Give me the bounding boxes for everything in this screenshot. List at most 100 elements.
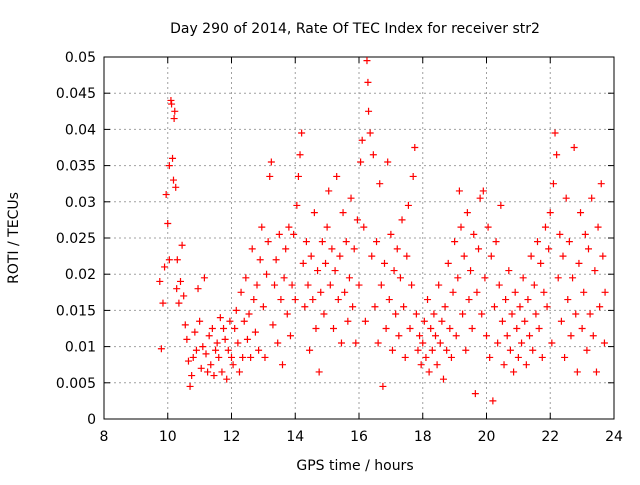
data-point (235, 368, 243, 376)
data-point (377, 281, 385, 289)
data-point (585, 245, 592, 253)
data-point (580, 288, 588, 296)
data-point (283, 310, 291, 318)
data-point (551, 129, 559, 137)
data-point (318, 238, 326, 246)
data-point (224, 346, 232, 354)
data-point (267, 158, 275, 166)
data-point (334, 296, 342, 304)
data-point (596, 303, 604, 311)
data-point (487, 252, 495, 260)
data-point (406, 325, 414, 332)
data-point (385, 296, 393, 304)
data-point (245, 310, 253, 318)
data-point (441, 303, 449, 311)
data-point (449, 288, 457, 296)
data-point (255, 346, 263, 354)
data-point (234, 339, 242, 347)
data-point (229, 361, 237, 369)
y-tick-label: 0.015 (56, 303, 96, 319)
data-point (460, 252, 468, 260)
data-point (167, 96, 175, 104)
data-point (457, 223, 465, 231)
data-point (510, 368, 518, 376)
data-point (541, 223, 549, 231)
data-point (438, 317, 446, 325)
data-point (420, 317, 428, 325)
data-point (323, 223, 331, 231)
data-point (353, 216, 361, 224)
data-point (500, 361, 508, 369)
data-point (427, 325, 435, 332)
data-point (202, 350, 210, 358)
data-point (352, 339, 360, 347)
data-point (173, 256, 181, 264)
data-point (159, 299, 167, 307)
data-point (490, 303, 498, 311)
data-point (549, 180, 557, 188)
data-point (479, 187, 487, 195)
data-point (484, 223, 492, 231)
data-point (446, 325, 454, 332)
data-point (231, 325, 239, 332)
data-point (483, 332, 490, 340)
data-point (344, 317, 352, 325)
data-point (304, 281, 312, 289)
data-point (165, 162, 173, 170)
data-point (184, 357, 192, 365)
data-point (451, 238, 459, 246)
data-point (436, 339, 444, 347)
data-point (221, 335, 229, 343)
x-tick-label: 12 (223, 429, 241, 445)
data-point (296, 151, 304, 159)
data-point (320, 310, 328, 318)
data-point (545, 245, 553, 253)
data-point (481, 274, 489, 282)
data-point (314, 267, 322, 275)
data-point (162, 191, 170, 199)
data-point (328, 245, 336, 253)
y-tick-label: 0.04 (65, 122, 96, 138)
data-point (208, 325, 216, 332)
data-point (403, 252, 411, 260)
data-point (387, 230, 395, 238)
data-point (557, 317, 565, 325)
data-point (439, 375, 447, 383)
data-point (243, 335, 251, 343)
data-point (242, 274, 250, 282)
data-point (395, 332, 403, 340)
data-point (409, 172, 417, 180)
y-tick-label: 0.02 (65, 267, 96, 283)
data-point (161, 263, 169, 271)
data-point (498, 317, 506, 325)
data-point (514, 353, 522, 361)
data-point (470, 230, 478, 238)
data-point (591, 267, 599, 275)
data-point (200, 274, 208, 282)
data-point (476, 194, 484, 202)
data-point (253, 281, 261, 289)
axis-ticks: 8 10 12 14 16 18 20 22 24 0 0.005 0.01 0.015 0.02 0.02… (56, 50, 623, 445)
y-tick-label: 0.025 (56, 231, 96, 247)
data-point (218, 368, 226, 376)
data-point (306, 346, 314, 354)
data-point (478, 310, 486, 318)
data-point (315, 368, 323, 376)
data-point (345, 274, 353, 282)
data-point (381, 259, 388, 267)
data-point (581, 230, 589, 238)
data-point (546, 209, 554, 217)
data-point (414, 346, 422, 354)
data-point (223, 375, 231, 383)
data-point (333, 172, 341, 180)
data-point (294, 172, 302, 180)
data-point (374, 339, 382, 347)
data-point (401, 353, 409, 361)
data-point (247, 353, 255, 361)
data-point (588, 194, 596, 202)
data-point (177, 277, 184, 285)
data-point (495, 281, 503, 289)
data-point (240, 317, 248, 325)
data-point (503, 332, 511, 340)
